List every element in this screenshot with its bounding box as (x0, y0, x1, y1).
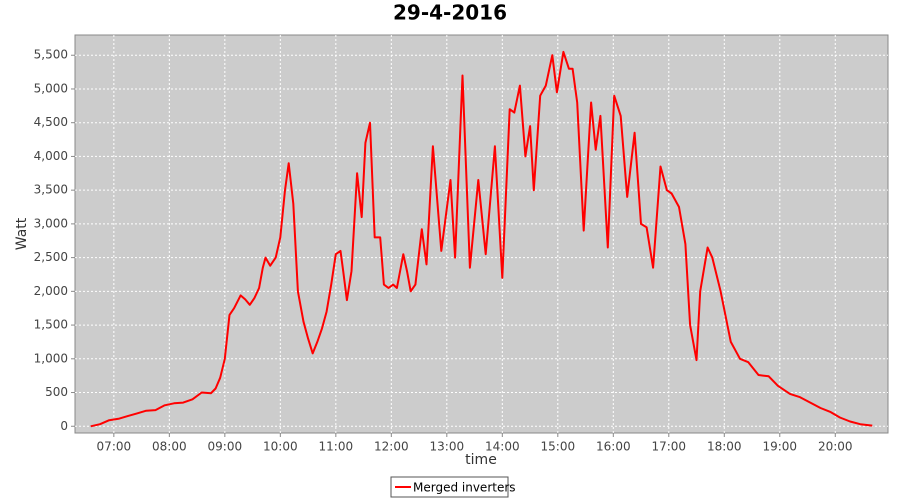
x-tick-label: 08:00 (152, 440, 187, 454)
y-tick-label: 4,000 (34, 149, 68, 163)
x-tick-label: 11:00 (319, 440, 354, 454)
legend-label: Merged inverters (413, 481, 516, 495)
chart-title: 29-4-2016 (393, 1, 507, 25)
y-axis-label: Watt (14, 217, 30, 250)
x-tick-label: 09:00 (208, 440, 243, 454)
x-tick-label: 15:00 (541, 440, 576, 454)
x-tick-label: 13:00 (430, 440, 465, 454)
y-tick-label: 3,500 (34, 183, 68, 197)
y-tick-label: 1,000 (34, 351, 68, 365)
y-tick-label: 0 (60, 419, 68, 433)
y-tick-label: 500 (45, 385, 68, 399)
y-tick-label: 3,000 (34, 216, 68, 230)
x-tick-label: 20:00 (818, 440, 853, 454)
x-tick-label: 16:00 (596, 440, 631, 454)
x-tick-label: 19:00 (762, 440, 797, 454)
y-tick-label: 4,500 (34, 115, 68, 129)
plot: 0 500 1,000 1,500 2,000 2,500 3,000 3,500 4,000 4… (34, 35, 888, 454)
y-tick-label: 1,500 (34, 318, 68, 332)
x-axis-label: time (465, 452, 497, 468)
y-tick-label: 5,500 (34, 48, 68, 62)
x-tick-label: 18:00 (707, 440, 742, 454)
plot-area (74, 34, 889, 434)
x-tick-label: 12:00 (374, 440, 409, 454)
x-tick-label: 17:00 (651, 440, 686, 454)
y-tick-label: 2,500 (34, 250, 68, 264)
data-line (90, 50, 873, 428)
y-tick-label: 5,000 (34, 81, 68, 95)
x-tick-label: 10:00 (263, 440, 298, 454)
x-tick-label: 14:00 (485, 440, 520, 454)
legend (390, 476, 509, 498)
y-tick-label: 2,000 (34, 284, 68, 298)
x-tick-label: 07:00 (97, 440, 132, 454)
